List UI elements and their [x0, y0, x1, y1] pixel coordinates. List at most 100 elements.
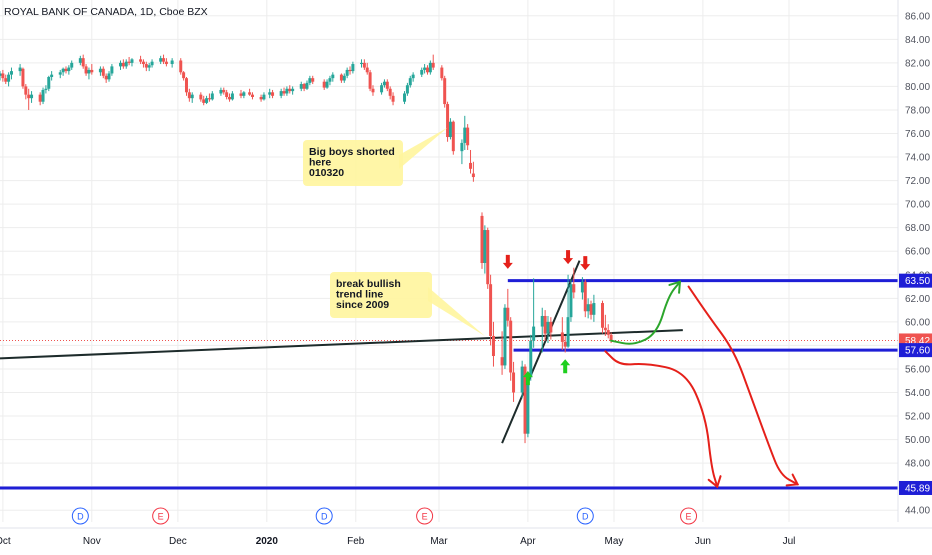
candle-body	[443, 78, 447, 105]
candle-body	[230, 93, 234, 100]
candle-body	[466, 127, 470, 146]
candle-body	[411, 74, 415, 79]
candle	[506, 288, 510, 327]
candle	[423, 64, 427, 74]
candle	[18, 64, 22, 76]
candle	[411, 72, 415, 82]
time-tick-label: Dec	[169, 536, 187, 547]
candle	[431, 54, 435, 70]
candle	[184, 76, 188, 96]
candle	[199, 92, 203, 102]
price-label-tag: 57.60	[899, 343, 932, 358]
candle-body	[199, 94, 203, 100]
candle-body	[271, 92, 275, 96]
candle	[81, 54, 85, 69]
green-up-arrow-icon	[522, 371, 533, 386]
candle	[299, 81, 303, 92]
candle	[190, 92, 194, 103]
candle-body	[44, 88, 48, 90]
annotation-text: here	[309, 157, 331, 169]
candle-body	[228, 97, 232, 100]
candle-body	[9, 71, 13, 75]
event-marker[interactable]: D	[576, 507, 594, 525]
candle-body	[512, 372, 516, 393]
candle-body	[1, 73, 5, 79]
candle-body	[491, 335, 495, 357]
candle	[50, 71, 54, 81]
candle	[328, 75, 332, 86]
event-marker[interactable]: E	[416, 507, 434, 525]
candle-body	[184, 78, 188, 93]
price-tick-label: 54.00	[905, 388, 930, 399]
price-axis[interactable]: 44.0046.0048.0050.0052.0054.0056.0058.00…	[897, 0, 932, 522]
candle-body	[78, 58, 82, 63]
candle-body	[305, 82, 309, 89]
candle-body	[592, 303, 596, 315]
event-marker[interactable]: D	[315, 507, 333, 525]
candle	[302, 82, 306, 92]
candle	[348, 66, 352, 75]
candle	[70, 60, 74, 70]
candle-body	[170, 60, 174, 65]
candle-body	[520, 366, 524, 393]
candle-body	[403, 93, 407, 102]
candle	[405, 82, 409, 96]
candle-body	[331, 74, 335, 79]
candle-body	[70, 62, 74, 68]
candle	[466, 124, 470, 150]
candle	[182, 71, 186, 81]
candle-body	[101, 68, 105, 76]
candle	[239, 89, 243, 99]
candle	[592, 294, 596, 322]
candle-body	[299, 84, 303, 89]
price-tick-label: 74.00	[905, 153, 930, 164]
candle	[549, 317, 553, 340]
candle	[7, 72, 11, 87]
projection-arrowhead	[785, 473, 800, 487]
candle	[440, 65, 444, 81]
time-axis[interactable]: Oct Nov Dec 2020 Feb Mar Apr May Jun Jul	[0, 527, 932, 547]
candle	[380, 82, 384, 95]
candle	[523, 364, 527, 444]
candle-body	[190, 94, 194, 99]
event-label: E	[158, 512, 164, 522]
event-marker[interactable]: E	[680, 507, 698, 525]
candle	[259, 94, 263, 102]
event-marker[interactable]: D	[71, 507, 89, 525]
candle	[540, 307, 544, 353]
candle	[382, 79, 386, 88]
candle	[325, 79, 329, 89]
candle-body	[107, 73, 111, 80]
event-circle	[152, 507, 170, 525]
candle-body	[471, 173, 475, 178]
event-marker[interactable]: E	[152, 507, 170, 525]
candle	[90, 64, 94, 75]
candle	[98, 66, 102, 76]
candle-body	[141, 61, 145, 65]
candle	[279, 88, 283, 99]
candle	[127, 56, 131, 66]
annotation-text: since 2009	[336, 299, 389, 311]
time-tick-label: Nov	[83, 536, 101, 547]
candle-body	[348, 69, 352, 72]
candle	[170, 58, 174, 68]
candle-body	[540, 315, 544, 327]
candle-body	[362, 62, 366, 68]
candle	[520, 360, 524, 399]
projection-path	[604, 350, 719, 488]
candle	[331, 72, 335, 82]
event-circle	[416, 507, 434, 525]
event-label: D	[77, 512, 84, 522]
candle-body	[526, 377, 530, 434]
candle-body	[38, 94, 42, 102]
candle	[359, 59, 363, 68]
candle-body	[291, 88, 295, 92]
candle-body	[90, 69, 94, 73]
candle	[121, 59, 125, 69]
candle	[61, 67, 65, 76]
candle-body	[104, 75, 108, 80]
candle	[205, 95, 209, 105]
